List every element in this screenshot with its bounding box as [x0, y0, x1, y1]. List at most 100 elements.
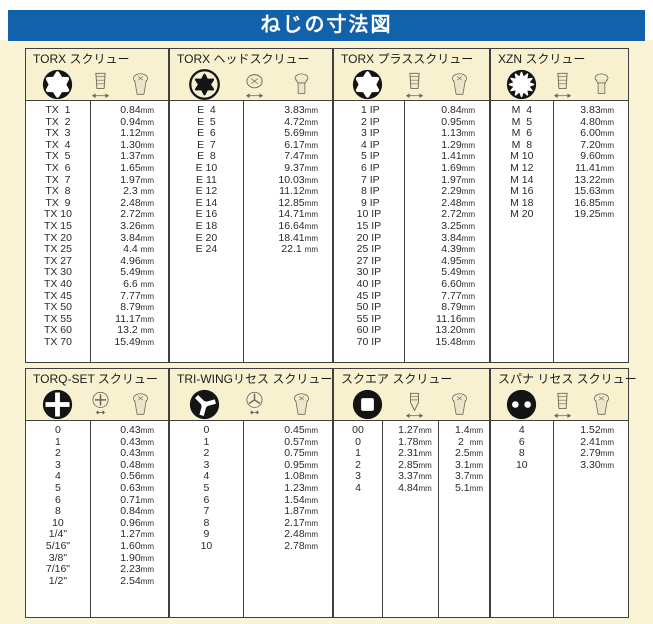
size-cell: 4	[355, 481, 361, 494]
value-cell: 1.4mm	[439, 424, 489, 437]
value-unit: mm	[304, 449, 318, 459]
value-number: 0.43	[120, 424, 141, 436]
size-cell: 8	[518, 447, 525, 460]
section-icons	[177, 386, 326, 422]
value-number: 1.27	[398, 424, 419, 436]
value-unit: mm	[140, 449, 154, 459]
value-unit: mm	[461, 163, 475, 173]
value-number: 3.37	[398, 470, 419, 483]
value-cell: 4.72mm	[244, 115, 332, 129]
size-cell: TX 8	[45, 185, 71, 198]
value-cell: 1.52mm	[554, 424, 628, 437]
value-unit: mm	[600, 152, 614, 162]
section-header-torx-head: TORX ヘッドスクリュー	[170, 49, 332, 101]
value-unit: mm	[304, 518, 318, 528]
value-number: 6.60	[441, 277, 462, 290]
value-cell: 1.29mm	[405, 139, 489, 152]
section-header-tri-wing: TRI-WINGリセス スクリュー	[170, 369, 332, 421]
size-cell: TX 6	[45, 161, 71, 174]
value-unit: mm	[418, 449, 432, 459]
value-unit: mm	[140, 303, 154, 313]
section-icons	[33, 66, 162, 102]
value-number: 0.94	[120, 115, 141, 128]
size-cell: TX 5	[45, 150, 71, 163]
value-cell: 0.43mm	[91, 424, 168, 437]
section-header-torq-set: TORQ-SET スクリュー	[26, 369, 168, 421]
size-cell: 4	[203, 470, 210, 483]
value-cell: 2.54mm	[91, 575, 168, 588]
section-torx-plus: TORX プラススクリュー 1 IP 2 IP 3 IP 4 IP 5 IP 6…	[333, 48, 490, 363]
value-cell: 2 mm	[439, 436, 489, 449]
value-cell: 4.4 mm	[91, 243, 168, 256]
value-number: 7.77	[441, 289, 462, 302]
value-unit: mm	[461, 291, 475, 301]
section-data: 4 6 8 10 1.52mm 2.41mm 2.79mm 3.30mm	[491, 421, 628, 617]
value-number: 4.72	[284, 115, 305, 128]
value-number: 3.84	[120, 231, 141, 244]
value-unit: mm	[600, 175, 614, 185]
size-cell: TX 15	[43, 219, 72, 232]
value-unit: mm	[140, 163, 154, 173]
value-unit: mm	[140, 245, 154, 255]
value-cell: 2.72mm	[405, 209, 489, 221]
section-title: スクエア スクリュー	[341, 372, 453, 386]
value-number: 1.27	[120, 528, 141, 541]
value-unit: mm	[140, 152, 154, 162]
value-cell: 6.6 mm	[91, 277, 168, 291]
value-cell: 13.22mm	[554, 174, 628, 187]
value-cell: 18.41mm	[244, 231, 332, 245]
value-unit: mm	[461, 256, 475, 266]
value-unit: mm	[461, 303, 475, 313]
size-cell: 3 IP	[358, 127, 380, 140]
size-cell: 4 IP	[358, 138, 380, 151]
size-cell: E 10	[195, 161, 218, 174]
value-unit: mm	[461, 106, 475, 115]
page-title-banner: ねじの寸法図	[8, 10, 645, 41]
value-number: 3.26	[120, 219, 141, 232]
size-cell: E 5	[197, 115, 216, 128]
size-cell: 9	[203, 528, 210, 541]
value-cell: 2.41mm	[554, 435, 628, 449]
value-number: 4.96	[120, 254, 141, 267]
value-cell: 5.49mm	[91, 267, 168, 279]
value-number: 2.41	[580, 435, 601, 448]
size-cell: M 14	[510, 173, 534, 186]
value-cell: 3.25mm	[405, 220, 489, 233]
value-number: 3.83	[580, 104, 601, 116]
screw-head-icon	[588, 391, 615, 418]
size-cell: 9 IP	[358, 196, 380, 209]
size-cell: 3/8"	[48, 551, 68, 564]
value-cell: 9.60mm	[554, 151, 628, 163]
section-torx: TORX スクリュー TX 1 TX 2 TX 3 TX 4 TX 5 TX 6 TX 7 TX…	[25, 48, 169, 363]
value-unit: mm	[304, 530, 318, 540]
value-number: 18.41	[278, 231, 305, 244]
value-number: 1.87	[284, 505, 305, 518]
value-number: 0.95	[284, 458, 305, 471]
value-number: 1.12	[120, 127, 141, 140]
value-unit: mm	[140, 233, 154, 243]
value-number: 6.6	[123, 277, 141, 290]
size-cell: M 8	[511, 138, 533, 151]
value-unit: mm	[140, 187, 154, 197]
value-cell: 3.7mm	[439, 471, 489, 483]
size-cell: 0	[203, 424, 210, 436]
screw-side-view-icon	[400, 70, 429, 99]
value-cell: 16.85mm	[554, 197, 628, 210]
value-unit: mm	[304, 175, 318, 185]
value-cell: 0.48mm	[91, 459, 168, 472]
value-cell: 0.84mm	[405, 104, 489, 117]
value-number: 2.23	[120, 563, 141, 576]
bolt-head-side-icon	[240, 70, 269, 99]
section-title: TORX スクリュー	[33, 52, 130, 66]
value-cell: 1.90mm	[91, 552, 168, 565]
size-cell: 00	[352, 424, 364, 436]
size-cell: 6	[518, 435, 525, 448]
value-unit: mm	[140, 426, 154, 435]
value-unit: mm	[304, 152, 318, 162]
size-column: 0 1 2 3 4 5 6 7 8 9 10	[170, 424, 243, 617]
size-cell: 2	[355, 458, 361, 471]
value-unit: mm	[418, 460, 432, 470]
value-unit: mm	[461, 129, 475, 139]
value-cell: 0.57mm	[244, 436, 332, 449]
value-number: 3.84	[441, 231, 462, 244]
